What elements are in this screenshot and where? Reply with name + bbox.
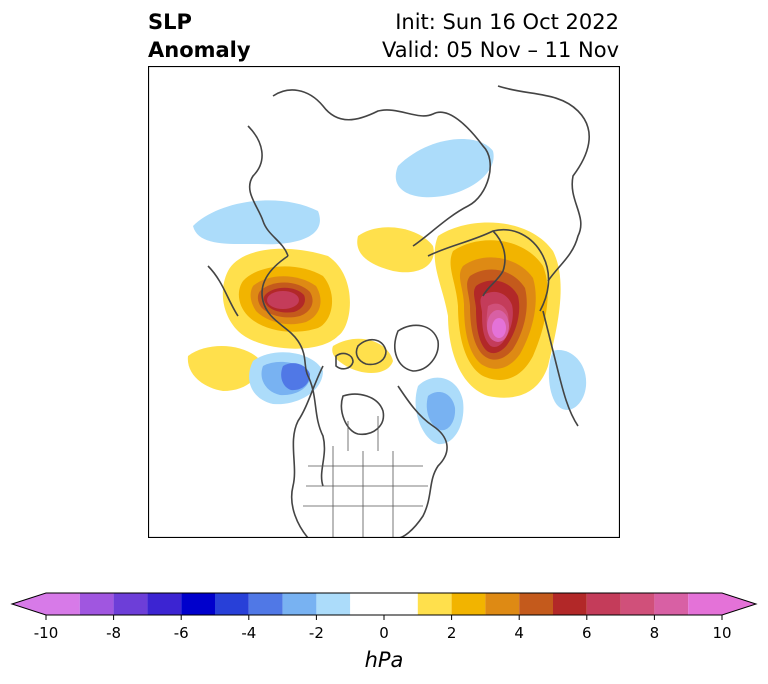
colorbar-unit-label: hPa <box>365 648 404 672</box>
colorbar-cell <box>586 593 621 615</box>
colorbar-cell <box>147 593 182 615</box>
colorbar-cell <box>620 593 655 615</box>
colorbar-cell <box>553 593 587 615</box>
colorbar-tick-label: 0 <box>379 624 389 642</box>
colorbar-cell <box>654 593 689 615</box>
positive-anomaly-asia <box>222 248 350 349</box>
colorbar-tick-label: -10 <box>34 624 59 642</box>
map-subtitle: Init: Sun 16 Oct 2022 Valid: 05 Nov – 11… <box>382 8 619 64</box>
colorbar: -10 -8 -6 -4 -2 0 2 4 6 8 10 hPa <box>10 592 758 672</box>
colorbar-tick-label: 4 <box>514 624 524 642</box>
colorbar-tick-label: -2 <box>309 624 324 642</box>
colorbar-cell <box>215 593 249 615</box>
colorbar-cell <box>485 593 520 615</box>
colorbar-tick-label: 2 <box>447 624 457 642</box>
colorbar-cell <box>316 593 351 615</box>
colorbar-tick-label: 10 <box>712 624 731 642</box>
colorbar-tick-label: 8 <box>650 624 660 642</box>
title-field: Anomaly <box>148 38 251 62</box>
init-date-label: Init: Sun 16 Oct 2022 <box>395 10 619 34</box>
colorbar-extend-over <box>722 593 756 615</box>
colorbar-cell <box>181 593 215 615</box>
colorbar-cell <box>282 593 317 615</box>
colorbar-cell <box>350 593 418 615</box>
positive-anomaly-atlantic <box>434 222 561 398</box>
colorbar-tick-label: -8 <box>106 624 121 642</box>
valid-range-label: Valid: 05 Nov – 11 Nov <box>382 38 619 62</box>
colorbar-cell <box>451 593 486 615</box>
colorbar-cell <box>79 593 114 615</box>
colorbar-tick-label: -4 <box>241 624 256 642</box>
state-borders <box>303 416 428 538</box>
title-variable: SLP <box>148 10 192 34</box>
colorbar-cell <box>248 593 283 615</box>
colorbar-cell <box>688 593 722 615</box>
colorbar-tick-label: -6 <box>174 624 189 642</box>
negative-anomalies <box>193 139 587 445</box>
anomaly-map <box>148 66 620 538</box>
colorbar-cell <box>519 593 553 615</box>
colorbar-extend-under <box>12 593 46 615</box>
map-title: SLP Anomaly <box>148 8 251 64</box>
colorbar-cell <box>417 593 452 615</box>
colorbar-cell <box>113 593 148 615</box>
colorbar-tick-label: 6 <box>582 624 592 642</box>
coastlines <box>207 85 590 538</box>
colorbar-cell <box>46 593 80 615</box>
